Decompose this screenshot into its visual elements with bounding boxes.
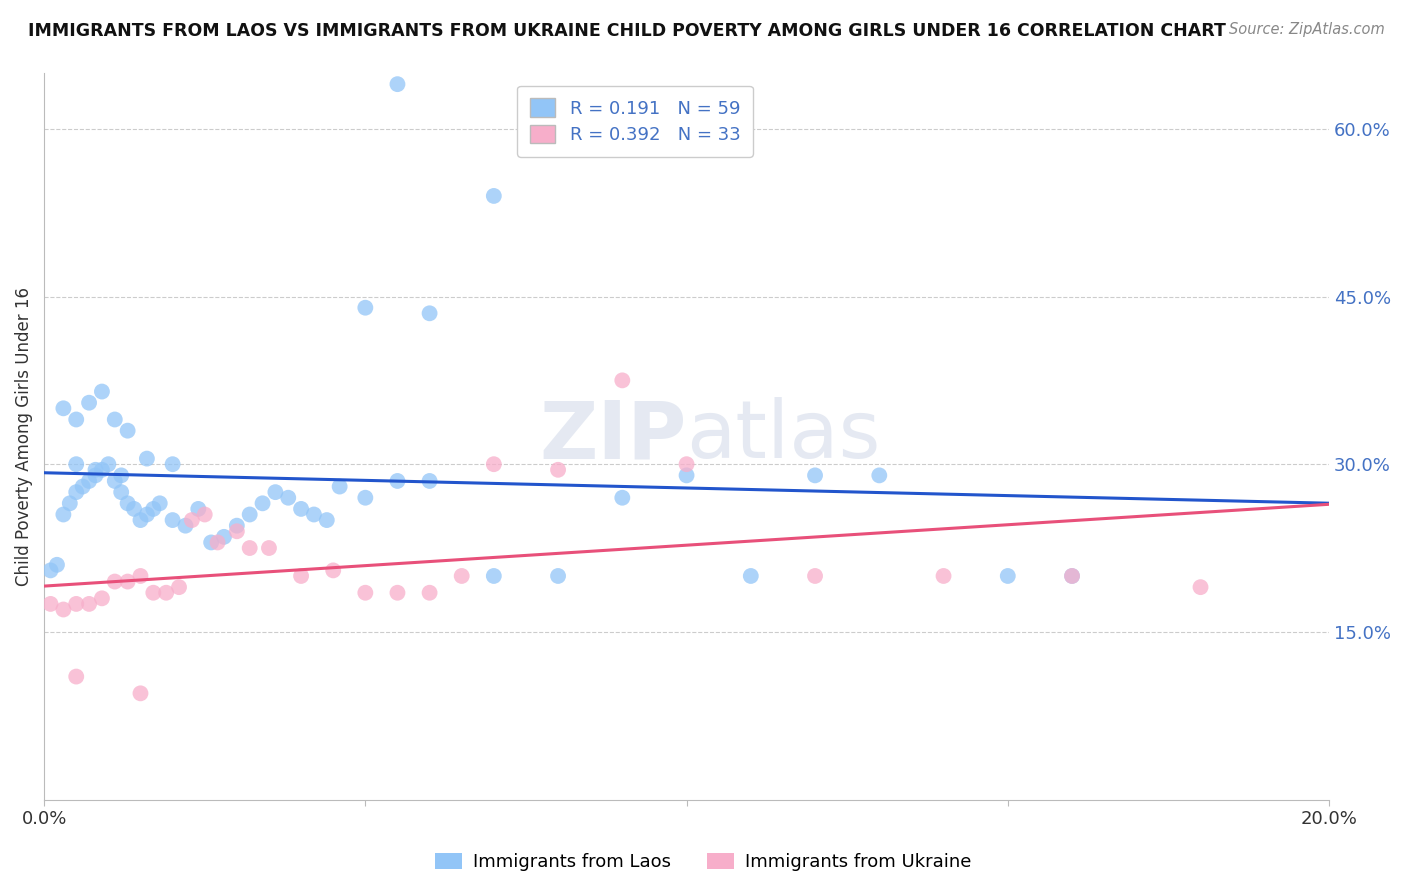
Point	[257, 541, 280, 555]
Point	[135, 508, 157, 522]
Point	[155, 586, 177, 600]
Point	[180, 513, 202, 527]
Point	[72, 479, 94, 493]
Point	[52, 508, 75, 522]
Point	[129, 513, 152, 527]
Point	[675, 457, 697, 471]
Point	[194, 508, 217, 522]
Point	[149, 496, 172, 510]
Point	[77, 395, 100, 409]
Point	[39, 597, 62, 611]
Point	[302, 508, 325, 522]
Point	[90, 463, 112, 477]
Point	[77, 474, 100, 488]
Point	[117, 496, 139, 510]
Point	[77, 597, 100, 611]
Point	[65, 412, 87, 426]
Point	[65, 457, 87, 471]
Point	[1189, 580, 1212, 594]
Point	[239, 508, 262, 522]
Point	[387, 586, 409, 600]
Point	[97, 457, 120, 471]
Point	[142, 586, 165, 600]
Point	[482, 457, 505, 471]
Point	[354, 301, 377, 315]
Point	[90, 384, 112, 399]
Point	[187, 502, 209, 516]
Point	[135, 451, 157, 466]
Legend: R = 0.191   N = 59, R = 0.392   N = 33: R = 0.191 N = 59, R = 0.392 N = 33	[517, 86, 754, 157]
Point	[419, 586, 441, 600]
Point	[868, 468, 890, 483]
Point	[59, 496, 82, 510]
Point	[932, 569, 955, 583]
Point	[482, 569, 505, 583]
Point	[1060, 569, 1083, 583]
Point	[740, 569, 762, 583]
Point	[252, 496, 274, 510]
Point	[167, 580, 190, 594]
Point	[174, 518, 197, 533]
Text: ZIP: ZIP	[540, 397, 686, 475]
Point	[110, 485, 132, 500]
Point	[110, 468, 132, 483]
Point	[612, 491, 634, 505]
Point	[65, 597, 87, 611]
Point	[997, 569, 1019, 583]
Point	[1060, 569, 1083, 583]
Legend: Immigrants from Laos, Immigrants from Ukraine: Immigrants from Laos, Immigrants from Uk…	[427, 846, 979, 879]
Point	[46, 558, 69, 572]
Point	[162, 457, 184, 471]
Point	[39, 563, 62, 577]
Point	[84, 463, 107, 477]
Point	[804, 468, 827, 483]
Text: Source: ZipAtlas.com: Source: ZipAtlas.com	[1229, 22, 1385, 37]
Point	[129, 686, 152, 700]
Text: atlas: atlas	[686, 397, 882, 475]
Point	[329, 479, 352, 493]
Point	[52, 401, 75, 416]
Point	[162, 513, 184, 527]
Point	[117, 574, 139, 589]
Point	[675, 468, 697, 483]
Point	[104, 412, 127, 426]
Point	[239, 541, 262, 555]
Point	[52, 602, 75, 616]
Point	[450, 569, 472, 583]
Point	[264, 485, 287, 500]
Y-axis label: Child Poverty Among Girls Under 16: Child Poverty Among Girls Under 16	[15, 286, 32, 586]
Point	[104, 574, 127, 589]
Text: IMMIGRANTS FROM LAOS VS IMMIGRANTS FROM UKRAINE CHILD POVERTY AMONG GIRLS UNDER : IMMIGRANTS FROM LAOS VS IMMIGRANTS FROM …	[28, 22, 1226, 40]
Point	[290, 502, 312, 516]
Point	[104, 474, 127, 488]
Point	[117, 424, 139, 438]
Point	[225, 518, 247, 533]
Point	[290, 569, 312, 583]
Point	[419, 306, 441, 320]
Point	[122, 502, 145, 516]
Point	[90, 591, 112, 606]
Point	[419, 474, 441, 488]
Point	[200, 535, 222, 549]
Point	[354, 491, 377, 505]
Point	[84, 468, 107, 483]
Point	[387, 77, 409, 91]
Point	[212, 530, 235, 544]
Point	[804, 569, 827, 583]
Point	[65, 669, 87, 683]
Point	[142, 502, 165, 516]
Point	[207, 535, 229, 549]
Point	[547, 463, 569, 477]
Point	[482, 189, 505, 203]
Point	[225, 524, 247, 539]
Point	[612, 373, 634, 387]
Point	[129, 569, 152, 583]
Point	[547, 569, 569, 583]
Point	[65, 485, 87, 500]
Point	[387, 474, 409, 488]
Point	[277, 491, 299, 505]
Point	[315, 513, 337, 527]
Point	[322, 563, 344, 577]
Point	[354, 586, 377, 600]
